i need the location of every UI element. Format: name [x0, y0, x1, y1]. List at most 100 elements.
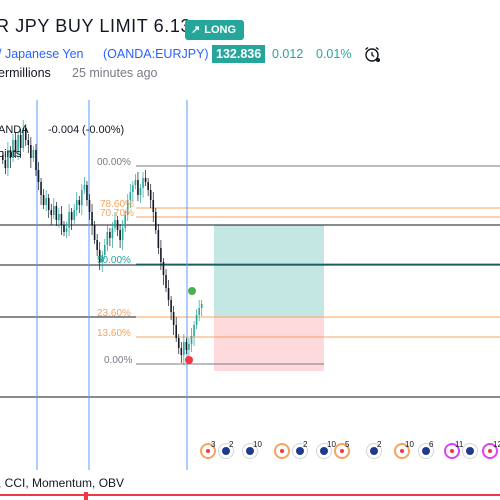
event-marker-icon[interactable] — [274, 443, 290, 459]
trend-up-arrow-icon: ↗ — [191, 24, 201, 36]
candle-body — [177, 338, 180, 348]
candle-body — [53, 206, 55, 215]
event-marker-icon[interactable] — [394, 443, 410, 459]
candle-body — [162, 262, 165, 275]
idea-header: R JPY BUY LIMIT 6.13 ↗ LONG / Japanese Ye… — [0, 0, 500, 100]
price-change: 0.012 — [272, 47, 304, 61]
event-dot-icon — [280, 449, 284, 453]
price-badge: 132.836 — [212, 45, 266, 63]
event-marker-icon[interactable] — [444, 443, 460, 459]
symbol-name-link[interactable]: / Japanese Yen — [0, 47, 84, 61]
fib-level-label: 23.60% — [97, 308, 131, 319]
candle-body — [70, 212, 73, 220]
price-change-percent: 0.01% — [316, 47, 352, 61]
fib-level-label: 70.70% — [100, 208, 134, 219]
candle-body — [137, 180, 139, 195]
event-marker-icon[interactable] — [292, 443, 308, 459]
event-marker-icon[interactable] — [200, 443, 216, 459]
candle-body — [160, 248, 162, 262]
event-dot-icon — [488, 449, 492, 453]
chart-canvas[interactable] — [0, 100, 500, 475]
candle-body — [86, 185, 88, 200]
event-marker-icon[interactable] — [462, 443, 478, 459]
fib-level-label: 13.60% — [97, 328, 131, 339]
candle-body — [157, 230, 160, 248]
candle-body — [111, 228, 114, 238]
event-marker-icon[interactable] — [218, 443, 234, 459]
candle-body — [183, 342, 185, 355]
author-name[interactable]: ermillions — [0, 66, 51, 80]
legend-value: -0.004 — [48, 124, 80, 136]
candle-body — [81, 190, 83, 205]
alarm-clock-icon[interactable] — [363, 45, 381, 63]
candle-body — [91, 212, 93, 225]
candle-body — [116, 220, 119, 230]
candle-body — [50, 210, 53, 215]
candle-body — [40, 182, 42, 195]
indicator-list: , CCI, Momentum, OBV — [0, 476, 125, 490]
event-count: 6 — [429, 440, 434, 449]
event-dot-icon — [206, 449, 210, 453]
published-time: 25 minutes ago — [72, 66, 158, 80]
candle-body — [126, 200, 129, 215]
long-badge[interactable]: ↗ LONG — [185, 20, 244, 40]
event-dot-icon — [450, 449, 454, 453]
candle-body — [155, 212, 157, 230]
candle-body — [37, 170, 40, 182]
candle-body — [134, 180, 137, 185]
candle-body — [14, 140, 17, 152]
event-marker-icon[interactable] — [482, 443, 498, 459]
event-marker-icon[interactable] — [242, 443, 258, 459]
event-count: 10 — [253, 440, 262, 449]
candle-body — [78, 200, 81, 205]
time-axis-marker — [84, 492, 88, 500]
candle-body — [190, 336, 193, 344]
legend-source: ANDA — [0, 124, 29, 136]
event-marker-icon[interactable] — [334, 443, 350, 459]
event-count: 2 — [377, 440, 382, 449]
event-count: 10 — [405, 440, 414, 449]
event-count: 2 — [303, 440, 308, 449]
candle-body — [198, 308, 200, 315]
candle-body — [17, 135, 19, 152]
event-count: 10 — [327, 440, 336, 449]
candle-body — [188, 344, 190, 350]
fib-level-label: 50.00% — [97, 255, 131, 266]
event-dot-icon — [400, 449, 404, 453]
candle-body — [12, 140, 14, 158]
candle-body — [172, 312, 175, 325]
candle-body — [165, 275, 167, 288]
event-count: 11 — [455, 440, 464, 449]
events-row: 3 2 10 2 10 5 2 10 6 11 12 — [0, 440, 500, 464]
candle-body — [47, 198, 50, 210]
event-marker-icon[interactable] — [366, 443, 382, 459]
candle-body — [63, 225, 65, 232]
candle-body — [119, 230, 121, 240]
candle-body — [175, 325, 177, 338]
fib-level-label: 00.00% — [97, 157, 131, 168]
stop-marker — [185, 356, 193, 364]
event-count: 2 — [229, 440, 234, 449]
idea-title: R JPY BUY LIMIT 6.13 — [0, 16, 192, 36]
candle-body — [109, 232, 111, 238]
candle-body — [24, 128, 27, 140]
candle-body — [88, 200, 91, 212]
candle-body — [32, 150, 35, 158]
candle-body — [45, 198, 47, 205]
points-label: oints — [0, 148, 22, 160]
event-count: 5 — [345, 440, 350, 449]
event-marker-icon[interactable] — [316, 443, 332, 459]
candle-body — [9, 150, 12, 158]
price-chart[interactable] — [0, 100, 500, 475]
fib-level-label: 78.60% — [100, 199, 134, 210]
candle-body — [2, 155, 4, 160]
candle-body — [68, 212, 70, 228]
candle-body — [83, 185, 86, 190]
candle-body — [55, 206, 58, 220]
candle-body — [35, 150, 37, 170]
candle-body — [60, 214, 63, 225]
symbol-code-link[interactable]: (OANDA:EURJPY) — [103, 47, 209, 61]
candle-body — [65, 228, 68, 232]
candle-body — [7, 150, 9, 168]
event-marker-icon[interactable] — [418, 443, 434, 459]
